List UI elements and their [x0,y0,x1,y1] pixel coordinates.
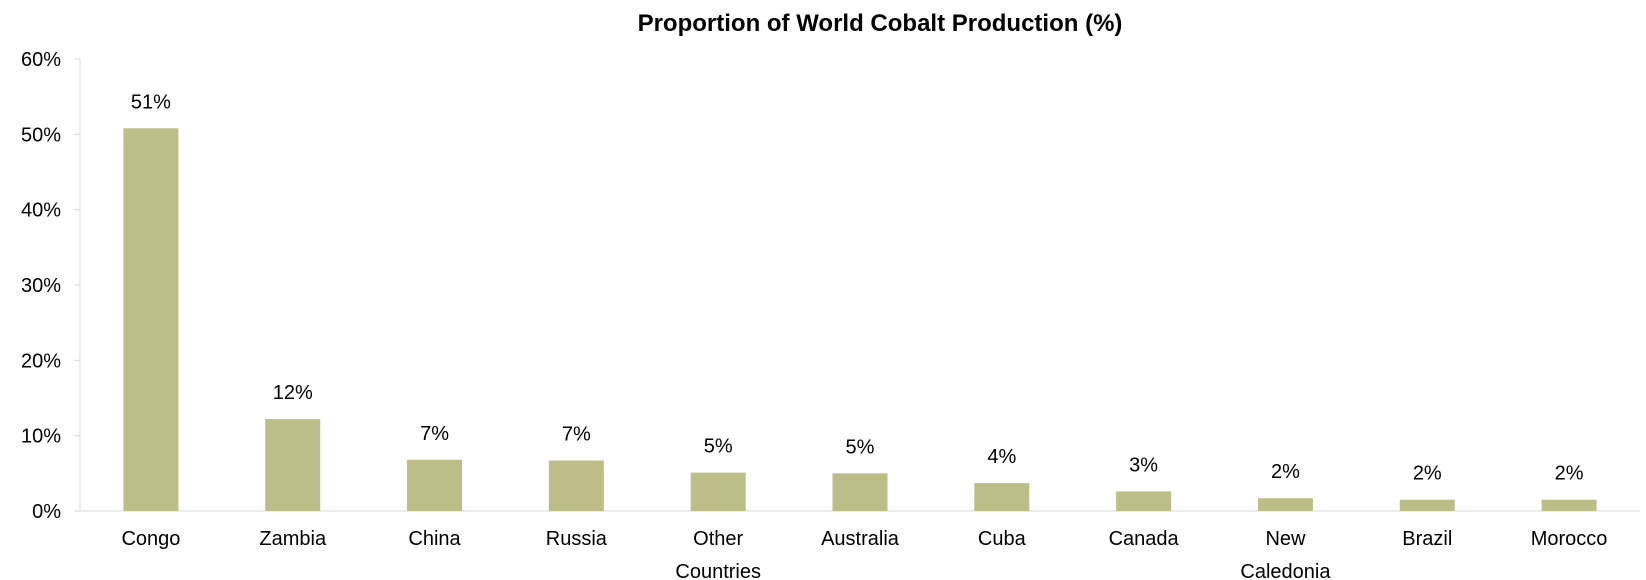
bar [265,419,321,511]
y-tick-label: 10% [21,426,61,448]
x-tick-label: China [408,528,461,550]
y-tick-label: 20% [21,350,61,372]
data-label: 3% [1129,454,1158,476]
x-tick-label: Congo [121,528,180,550]
x-tick-label: Canada [1109,528,1180,550]
x-tick-label: Caledonia [1240,561,1331,580]
bar [1541,499,1597,511]
data-label: 2% [1271,461,1300,483]
x-tick-label: Australia [821,528,900,550]
x-tick-label: Brazil [1402,528,1452,550]
category-labels: Congo Zambia China Russia Other Countries Aust… [121,528,1607,580]
x-tick-label: New [1265,528,1306,550]
data-label: 5% [846,436,875,458]
x-tick-label: Morocco [1531,528,1608,550]
data-labels: 51% 12% 7% 7% 5% 5% 4% 3% 2% 2% 2% [131,91,1584,484]
x-tick-label: Zambia [259,528,327,550]
bar [690,472,746,511]
data-label: 4% [987,446,1016,468]
data-label: 51% [131,91,171,113]
bar [123,128,179,511]
bar [974,483,1030,511]
bar [1257,498,1313,511]
y-tick-label: 40% [21,200,61,222]
bar [832,473,888,511]
chart-title: Proportion of World Cobalt Production (%… [638,10,1123,37]
x-tick-label: Other [693,528,743,550]
y-tick-label: 60% [21,49,61,71]
data-label: 2% [1413,463,1442,485]
data-label: 7% [420,423,449,445]
x-tick-label: Countries [675,561,761,580]
y-tick-label: 0% [32,501,61,523]
y-tick-label: 50% [21,124,61,146]
bar [1116,491,1172,511]
x-tick-label: Russia [546,528,608,550]
data-label: 7% [562,424,591,446]
bar [1399,499,1455,511]
y-axis: 0% 10% 20% 30% 40% 50% 60% [21,49,81,523]
data-label: 2% [1555,463,1584,485]
bar [548,460,604,511]
y-tick-label: 30% [21,275,61,297]
x-tick-label: Cuba [978,528,1027,550]
data-label: 5% [704,436,733,458]
data-label: 12% [273,382,313,404]
bar [407,459,463,511]
bars [123,128,1597,511]
